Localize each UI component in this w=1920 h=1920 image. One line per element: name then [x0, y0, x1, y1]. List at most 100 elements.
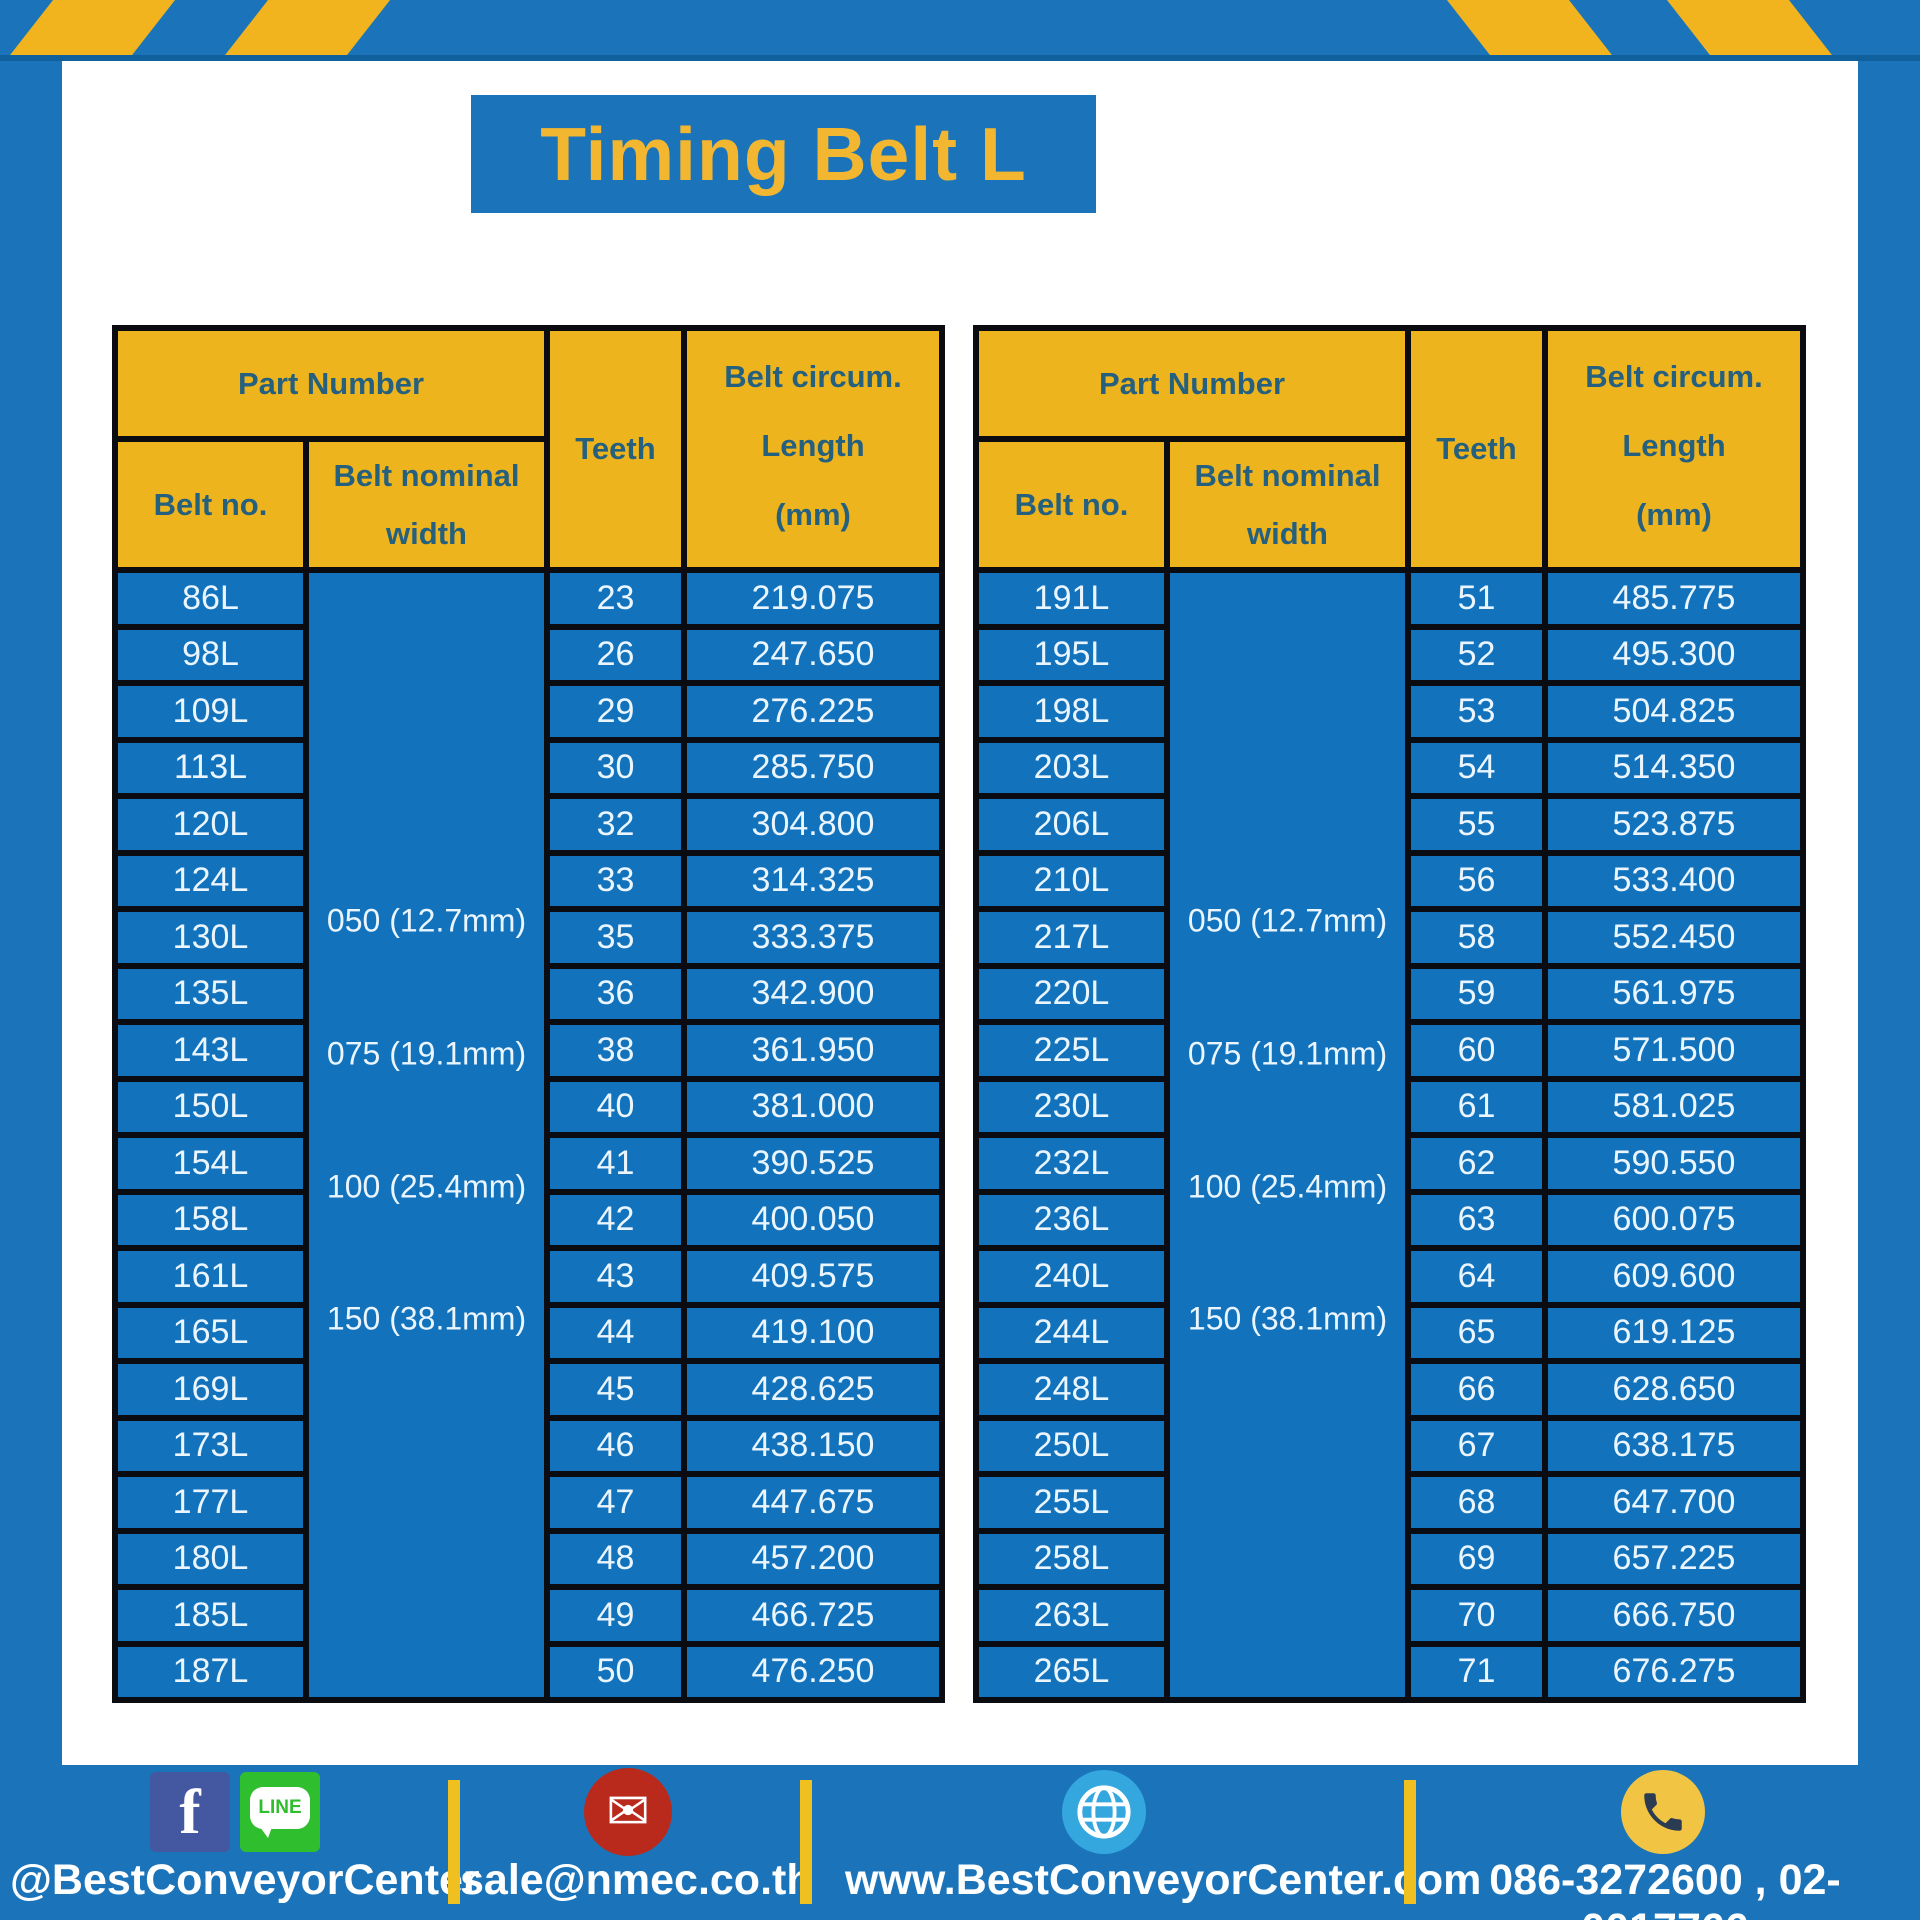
length-cell: 447.675: [687, 1477, 939, 1528]
belt-no-cell: 244L: [979, 1307, 1164, 1358]
belt-width-label: 100 (25.4mm): [326, 1168, 527, 1205]
phone-numbers: 086-3272600 , 02-0017766: [1489, 1856, 1841, 1920]
website-url: www.BestConveyorCenter.com: [845, 1856, 1482, 1904]
teeth-cell: 46: [550, 1420, 681, 1471]
header-circ-line2: Length: [761, 428, 865, 463]
belt-no-cell: 220L: [979, 968, 1164, 1019]
right-frame: [1858, 0, 1920, 1920]
header-circ-line1: Belt circum.: [1585, 359, 1763, 394]
header-belt-circum-length: Belt circum. Length (mm): [1548, 331, 1800, 567]
teeth-cell: 33: [550, 855, 681, 906]
length-cell: 342.900: [687, 968, 939, 1019]
length-cell: 581.025: [1548, 1081, 1800, 1132]
teeth-cell: 67: [1411, 1420, 1542, 1471]
length-cell: 504.825: [1548, 686, 1800, 737]
belt-no-cell: 135L: [118, 968, 303, 1019]
belt-no-cell: 255L: [979, 1477, 1164, 1528]
header-circ-line3: (mm): [775, 497, 851, 532]
line-label: LINE: [258, 1796, 302, 1818]
belt-no-cell: 124L: [118, 855, 303, 906]
teeth-cell: 23: [550, 573, 681, 624]
teeth-cell: 47: [550, 1477, 681, 1528]
header-belt-nominal-width: Belt nominal width: [1170, 442, 1405, 567]
belt-no-cell: 265L: [979, 1646, 1164, 1697]
belt-width-label: 150 (38.1mm): [1187, 1300, 1388, 1337]
length-cell: 219.075: [687, 573, 939, 624]
top-band: [0, 0, 1920, 61]
teeth-cell: 69: [1411, 1533, 1542, 1584]
belt-width-merged-cell: 050 (12.7mm) 075 (19.1mm) 100 (25.4mm) 150 …: [309, 573, 544, 1697]
belt-width-label: 150 (38.1mm): [326, 1300, 527, 1337]
footer-divider: [448, 1780, 460, 1904]
belt-no-cell: 169L: [118, 1364, 303, 1415]
belt-no-cell: 161L: [118, 1251, 303, 1302]
belt-no-cell: 250L: [979, 1420, 1164, 1471]
header-circ-line2: Length: [1622, 428, 1726, 463]
belt-no-cell: 120L: [118, 799, 303, 850]
belt-no-cell: 232L: [979, 1138, 1164, 1189]
teeth-cell: 30: [550, 742, 681, 793]
belt-no-cell: 177L: [118, 1477, 303, 1528]
teeth-cell: 36: [550, 968, 681, 1019]
teeth-cell: 49: [550, 1590, 681, 1641]
footer-band: [0, 1765, 1920, 1920]
length-cell: 333.375: [687, 912, 939, 963]
social-handle: @BestConveyorCenter: [10, 1856, 480, 1904]
length-cell: 647.700: [1548, 1477, 1800, 1528]
belt-no-cell: 203L: [979, 742, 1164, 793]
belt-no-cell: 258L: [979, 1533, 1164, 1584]
teeth-cell: 66: [1411, 1364, 1542, 1415]
length-cell: 485.775: [1548, 573, 1800, 624]
length-cell: 400.050: [687, 1194, 939, 1245]
hazard-stripe: [215, 0, 397, 55]
length-cell: 457.200: [687, 1533, 939, 1584]
header-teeth: Teeth: [550, 331, 681, 567]
belt-no-cell: 185L: [118, 1590, 303, 1641]
facebook-letter: f: [179, 1776, 201, 1847]
page-title: Timing Belt L: [540, 112, 1027, 196]
title-box: Timing Belt L: [471, 95, 1096, 213]
teeth-cell: 43: [550, 1251, 681, 1302]
length-cell: 523.875: [1548, 799, 1800, 850]
length-cell: 476.250: [687, 1646, 939, 1697]
length-cell: 247.650: [687, 629, 939, 680]
header-belt-nominal-width: Belt nominal width: [309, 442, 544, 567]
length-cell: 533.400: [1548, 855, 1800, 906]
teeth-cell: 41: [550, 1138, 681, 1189]
header-part-number: Part Number: [979, 331, 1405, 436]
header-belt-no: Belt no.: [979, 442, 1164, 567]
belt-no-cell: 263L: [979, 1590, 1164, 1641]
belt-no-cell: 240L: [979, 1251, 1164, 1302]
header-circ-line3: (mm): [1636, 497, 1712, 532]
belt-no-cell: 130L: [118, 912, 303, 963]
belt-no-cell: 230L: [979, 1081, 1164, 1132]
line-bubble: LINE: [250, 1786, 310, 1829]
belt-no-cell: 195L: [979, 629, 1164, 680]
header-belt-nominal-line2: width: [1247, 515, 1328, 551]
left-frame: [0, 0, 62, 1920]
belt-no-cell: 206L: [979, 799, 1164, 850]
length-cell: 466.725: [687, 1590, 939, 1641]
footer-divider: [1404, 1780, 1416, 1904]
belt-no-cell: 236L: [979, 1194, 1164, 1245]
belt-no-cell: 180L: [118, 1533, 303, 1584]
length-cell: 381.000: [687, 1081, 939, 1132]
length-cell: 638.175: [1548, 1420, 1800, 1471]
length-cell: 276.225: [687, 686, 939, 737]
belt-no-cell: 158L: [118, 1194, 303, 1245]
belt-width-label: 075 (19.1mm): [1187, 1035, 1388, 1072]
teeth-cell: 55: [1411, 799, 1542, 850]
belt-no-cell: 154L: [118, 1138, 303, 1189]
teeth-cell: 63: [1411, 1194, 1542, 1245]
belt-no-cell: 86L: [118, 573, 303, 624]
teeth-cell: 61: [1411, 1081, 1542, 1132]
belt-no-cell: 187L: [118, 1646, 303, 1697]
length-cell: 666.750: [1548, 1590, 1800, 1641]
teeth-cell: 52: [1411, 629, 1542, 680]
globe-icon: [1062, 1770, 1146, 1854]
teeth-cell: 54: [1411, 742, 1542, 793]
teeth-cell: 38: [550, 1025, 681, 1076]
header-belt-nominal-line1: Belt nominal: [333, 457, 520, 493]
length-cell: 552.450: [1548, 912, 1800, 963]
